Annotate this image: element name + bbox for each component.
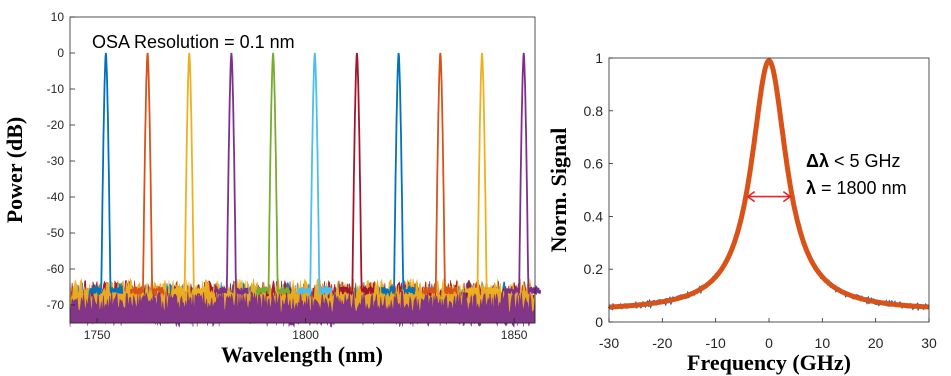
linewidth-axes-box (608, 57, 930, 323)
wavelength-value: = 1800 nm (816, 178, 907, 198)
linewidth-x-tick-label: 20 (868, 335, 884, 351)
linewidth-y-tick-label: 1 (595, 50, 603, 66)
spectrum-x-ticks: 1750 1800 1850 (84, 318, 528, 342)
comb-line-1 (88, 52, 124, 297)
spectrum-x-tick-label: 1850 (501, 328, 528, 342)
osa-resolution-annotation: OSA Resolution = 0.1 nm (92, 32, 295, 52)
comb-line-2 (130, 52, 165, 298)
lorentzian-fit-line (608, 57, 930, 310)
spectrum-y-tick-label: 10 (51, 10, 65, 24)
comb-line-4 (213, 52, 249, 296)
comb-line-3 (172, 52, 207, 298)
spectrum-plot-area (70, 17, 535, 323)
linewidth-x-tick-label: -10 (706, 335, 726, 351)
linewidth-y-tick-label: 0.4 (584, 208, 604, 224)
linewidth-y-axis-title: Norm. Signal (546, 128, 571, 253)
spectrum-y-tick-label: -10 (47, 82, 65, 96)
comb-line-8 (381, 52, 416, 298)
noise-floor-group (69, 277, 536, 328)
linewidth-x-tick-label: 0 (765, 335, 773, 351)
comb-line-11 (506, 52, 541, 297)
linewidth-y-tick-label: 0 (595, 314, 603, 330)
spectrum-x-axis-title: Wavelength (nm) (221, 342, 383, 367)
spectrum-y-tick-label: -70 (47, 298, 65, 312)
comb-line-5 (255, 52, 291, 296)
spectrum-y-tick-label: 0 (57, 46, 64, 60)
spectrum-x-tick-label: 1750 (84, 328, 111, 342)
linewidth-plot-area (609, 58, 929, 322)
comb-line-10 (464, 52, 500, 297)
fwhm-arrowhead-left (746, 190, 756, 203)
comb-line-7 (339, 52, 375, 296)
spectrum-chart: 10 0 -10 -20 -30 -40 -50 -60 -70 1750 1800 1850 OS… (2, 10, 541, 367)
comb-lines-group (88, 52, 541, 298)
spectrum-y-ticks: 10 0 -10 -20 -30 -40 -50 -60 -70 (47, 10, 75, 312)
linewidth-y-tick-label: 0.6 (584, 156, 604, 172)
spectrum-y-tick-label: -40 (47, 190, 65, 204)
linewidth-value: < 5 GHz (829, 151, 901, 171)
linewidth-x-axis-title: Frequency (GHz) (687, 350, 851, 375)
fwhm-arrowhead-right (782, 190, 792, 203)
spectrum-y-tick-label: -60 (47, 262, 65, 276)
spectrum-y-tick-label: -30 (47, 154, 65, 168)
linewidth-y-tick-label: 0.8 (584, 103, 604, 119)
linewidth-annotation: Δλ < 5 GHz (806, 151, 900, 171)
spectrum-y-axis-title: Power (dB) (2, 117, 27, 224)
linewidth-y-tick-label: 0.2 (584, 261, 604, 277)
linewidth-chart: -30 -20 -10 0 10 20 30 0 0.2 0.4 0.6 0.8 1 Δλ < 5 GH… (546, 50, 937, 375)
linewidth-ticks: -30 -20 -10 0 10 20 30 0 0.2 0.4 0.6 0.8 1 (584, 50, 937, 351)
lambda-symbol: λ (806, 178, 816, 198)
comb-line-9 (422, 52, 458, 295)
spectrum-axes-box (69, 16, 536, 324)
spectrum-x-tick-label: 1800 (292, 328, 319, 342)
delta-lambda-symbol: Δλ (806, 151, 829, 171)
noise-floor-band (69, 290, 536, 324)
linewidth-x-tick-label: -20 (652, 335, 672, 351)
linewidth-x-tick-label: 10 (815, 335, 831, 351)
wavelength-annotation: λ = 1800 nm (806, 178, 907, 198)
spectrum-y-tick-label: -20 (47, 118, 65, 132)
linewidth-x-tick-label: -30 (599, 335, 619, 351)
comb-line-6 (297, 52, 333, 298)
spectrum-y-tick-label: -50 (47, 226, 65, 240)
linewidth-x-tick-label: 30 (921, 335, 937, 351)
